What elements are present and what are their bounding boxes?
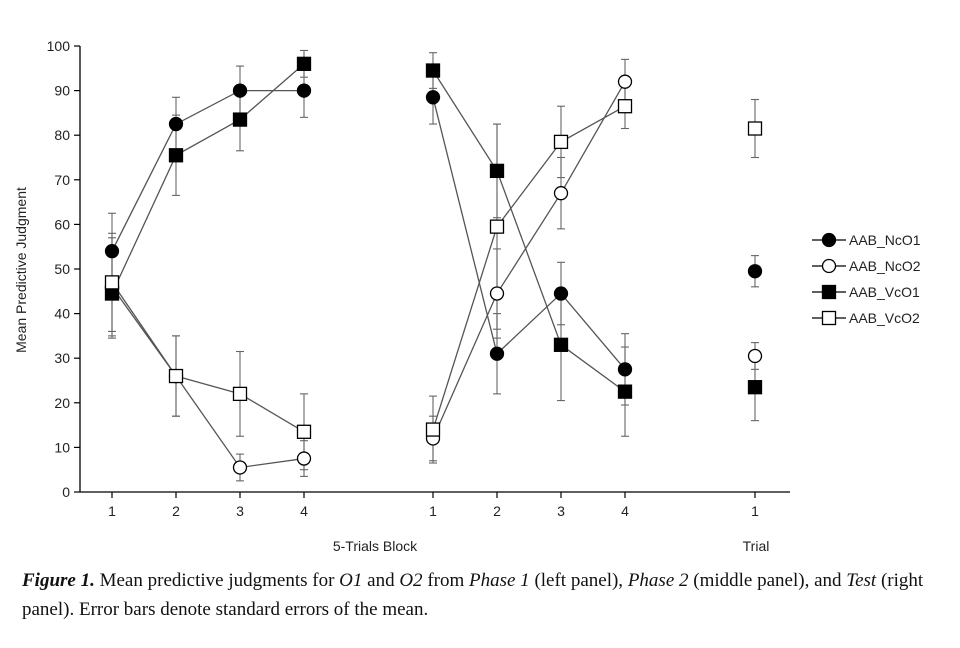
caption-text-1: Mean predictive judgments for: [94, 570, 340, 591]
figure-caption: Figure 1. Mean predictive judgments for …: [22, 566, 942, 624]
legend-item-AAB_NcO1: AAB_NcO1: [812, 232, 921, 248]
point-AAB_VcO2-p1-3: [232, 386, 248, 402]
caption-figure-label: Figure 1.: [22, 570, 95, 591]
point-AAB_NcO2-p2-3: [553, 186, 569, 201]
caption-phase2: Phase 2: [627, 570, 689, 591]
caption-o1: O1: [339, 570, 363, 591]
point-AAB_VcO2-p1-4: [296, 424, 312, 439]
point-AAB_NcO1-p1-3: [232, 83, 248, 98]
legend-item-AAB_NcO2: AAB_NcO2: [812, 258, 921, 274]
point-AAB_VcO1-p2-3: [553, 337, 569, 352]
legend-marker-AAB_NcO1: [821, 232, 837, 248]
legend-label-AAB_VcO2: AAB_VcO2: [849, 310, 920, 326]
x-tick-label-p1-3: 3: [236, 503, 244, 519]
caption-text-2: and: [362, 570, 400, 591]
point-AAB_VcO1-p2-2: [489, 163, 505, 179]
series-line-AAB_VcO2-p1: [111, 282, 305, 433]
legend-marker-AAB_NcO2: [821, 258, 837, 274]
point-AAB_NcO1-p3-1: [747, 264, 763, 279]
legend-label-AAB_NcO2: AAB_NcO2: [849, 258, 921, 274]
y-tick-label-50: 50: [54, 261, 70, 277]
series-line-AAB_VcO1-p2: [432, 70, 626, 393]
point-AAB_NcO1-p2-4: [617, 362, 633, 377]
x-axis-label-blocks: 5-Trials Block: [333, 538, 418, 554]
point-AAB_NcO1-p1-2: [168, 116, 184, 132]
x-tick-label-p2-3: 3: [557, 503, 565, 519]
x-axis-label-trial: Trial: [743, 538, 770, 554]
x-tick-label-p1-2: 2: [172, 503, 180, 519]
legend-marker-AAB_VcO1: [821, 284, 837, 300]
x-tick-label-p2-1: 1: [429, 503, 437, 519]
point-AAB_NcO1-p1-1: [104, 244, 120, 259]
caption-test: Test: [846, 570, 877, 591]
point-AAB_VcO2-p1-2: [168, 368, 184, 384]
point-AAB_NcO2-p2-4: [617, 74, 633, 89]
point-AAB_NcO1-p2-3: [553, 286, 569, 301]
x-tick-label-p3-1: 1: [751, 503, 759, 519]
point-AAB_NcO1-p2-1: [425, 90, 441, 105]
y-tick-label-0: 0: [62, 484, 70, 500]
series-lines: [111, 63, 626, 469]
error-bars: [108, 49, 759, 482]
series-line-AAB_VcO1-p1: [111, 63, 305, 294]
point-AAB_VcO2-p3-1: [747, 121, 763, 136]
series-line-AAB_NcO2-p2: [432, 81, 626, 439]
x-tick-label-p2-4: 4: [621, 503, 629, 519]
legend-label-AAB_VcO1: AAB_VcO1: [849, 284, 920, 300]
y-tick-label-20: 20: [54, 395, 70, 411]
legend: AAB_NcO1 AAB_NcO2 AAB_VcO1 AAB_VcO2: [812, 232, 921, 326]
legend-item-AAB_VcO1: AAB_VcO1: [812, 284, 920, 300]
point-AAB_VcO2-p1-1: [104, 275, 120, 290]
point-AAB_NcO2-p2-2: [489, 286, 505, 301]
series-line-AAB_NcO2-p1: [111, 286, 305, 469]
caption-text-3: from: [422, 570, 469, 591]
y-tick-label-70: 70: [54, 172, 70, 188]
caption-text-6: (right panel). Error bars denote standar…: [22, 570, 928, 620]
series-line-AAB_NcO1-p2: [432, 97, 626, 370]
point-AAB_VcO1-p1-2: [168, 148, 184, 163]
y-tick-label-40: 40: [54, 306, 70, 322]
axes: 0 10 20 30 40 50 60 70 80 90 100 1 2 3 4 1 2 3 4 1: [47, 38, 790, 519]
chart: 0 10 20 30 40 50 60 70 80 90 100 1 2 3 4 1 2 3 4 1 AAB_NcO1…: [13, 38, 921, 554]
data-markers: [104, 56, 763, 475]
point-AAB_NcO1-p2-2: [489, 346, 505, 361]
y-tick-label-10: 10: [54, 439, 70, 455]
legend-marker-AAB_VcO2: [821, 310, 837, 326]
point-AAB_VcO1-p2-4: [617, 384, 633, 399]
series-line-AAB_VcO2-p2: [432, 105, 626, 430]
series-line-AAB_NcO1-p1: [111, 89, 304, 252]
x-tick-label-p1-1: 1: [108, 503, 116, 519]
point-AAB_VcO2-p2-2: [489, 219, 505, 234]
x-tick-label-p1-4: 4: [300, 503, 308, 519]
point-AAB_VcO2-p2-4: [617, 99, 633, 114]
point-AAB_NcO2-p1-3: [232, 460, 248, 475]
point-AAB_VcO2-p2-1: [425, 422, 441, 437]
y-tick-label-30: 30: [54, 350, 70, 366]
legend-label-AAB_NcO1: AAB_NcO1: [849, 232, 921, 248]
point-AAB_NcO2-p1-4: [296, 451, 312, 466]
y-tick-label-90: 90: [54, 83, 70, 99]
point-AAB_VcO1-p1-4: [296, 56, 312, 71]
y-tick-label-60: 60: [54, 216, 70, 232]
caption-text-5: (middle panel), and: [688, 570, 847, 591]
point-AAB_VcO2-p2-3: [553, 134, 569, 150]
caption-text-4: (left panel),: [529, 570, 628, 591]
y-tick-label-100: 100: [47, 38, 71, 54]
point-AAB_NcO2-p3-1: [747, 348, 763, 364]
y-axis-label: Mean Predictive Judgment: [13, 187, 29, 353]
legend-item-AAB_VcO2: AAB_VcO2: [812, 310, 920, 326]
caption-phase1: Phase 1: [469, 570, 530, 591]
point-AAB_VcO1-p3-1: [747, 380, 763, 395]
x-tick-label-p2-2: 2: [493, 503, 501, 519]
point-AAB_VcO1-p2-1: [425, 63, 441, 78]
caption-o2: O2: [399, 570, 423, 591]
point-AAB_NcO1-p1-4: [296, 83, 312, 98]
point-AAB_VcO1-p1-3: [232, 112, 248, 127]
y-tick-label-80: 80: [54, 127, 70, 143]
